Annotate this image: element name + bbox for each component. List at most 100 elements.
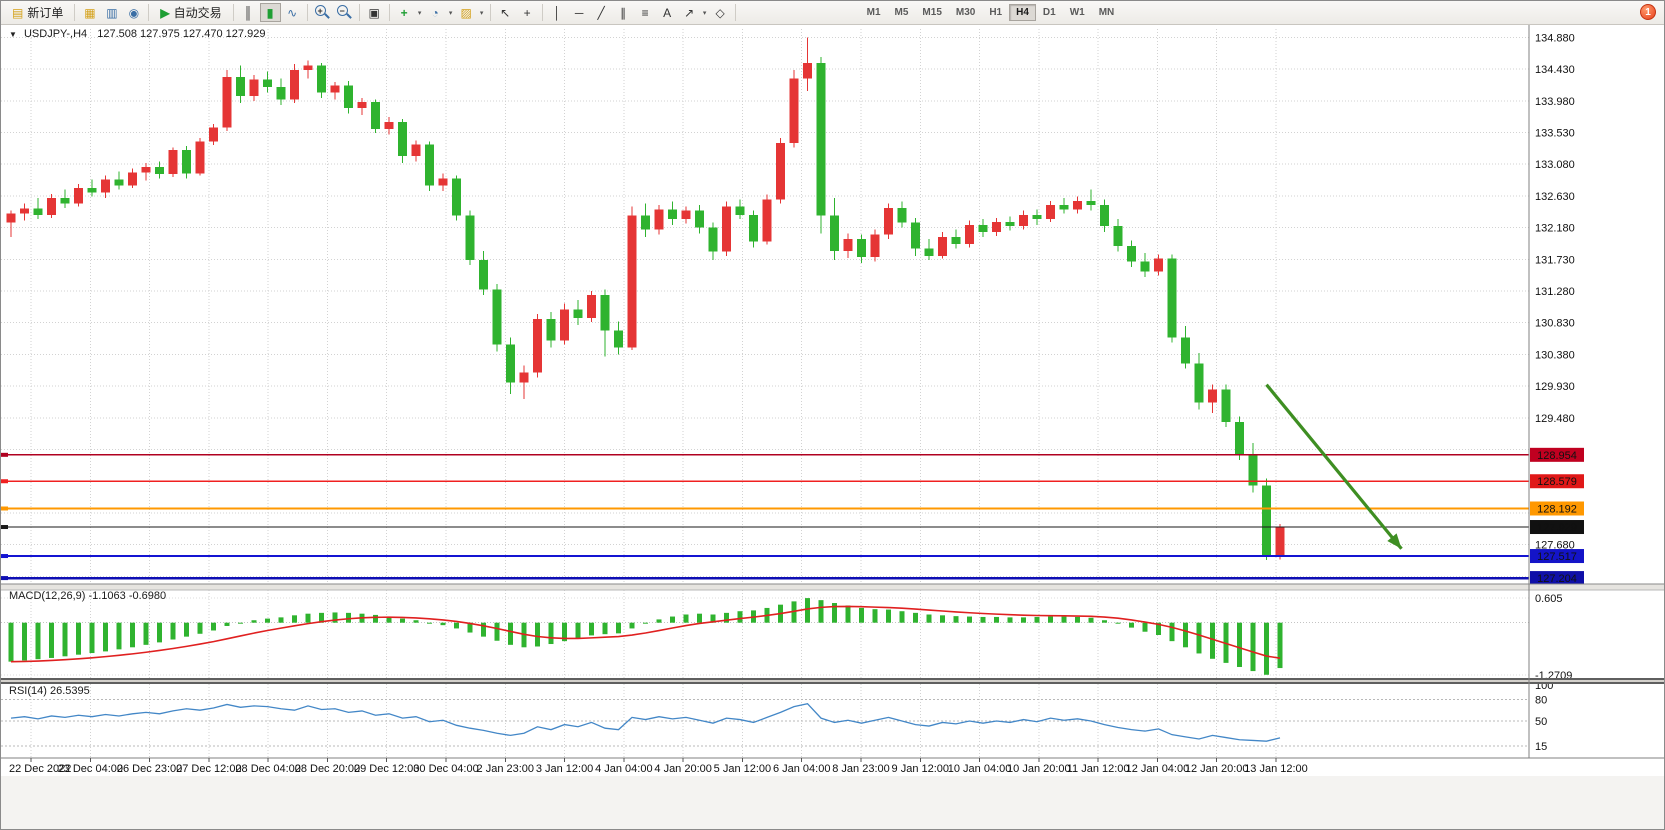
timeframe-M1[interactable]: M1 xyxy=(860,4,888,21)
periods-icon[interactable]: ◔ xyxy=(431,5,439,20)
auto-trading-button[interactable]: ▶ 自动交易 xyxy=(153,3,228,22)
macd-header: MACD(12,26,9) -1.1063 -0.6980 xyxy=(9,590,167,602)
indicators-dropdown-icon[interactable]: ▾ xyxy=(417,9,422,17)
vertical-line-icon[interactable]: │ xyxy=(553,5,561,20)
bar-chart-icon[interactable]: ║ xyxy=(243,5,253,20)
crosshair-icon[interactable]: + xyxy=(523,5,531,20)
vertical-gridlines xyxy=(30,29,1277,757)
candle xyxy=(695,205,704,234)
macd-bar xyxy=(913,612,918,623)
line-chart-icon[interactable]: ∿ xyxy=(287,5,298,20)
timeframe-M30[interactable]: M30 xyxy=(949,4,982,21)
timeframe-M15[interactable]: M15 xyxy=(915,4,948,21)
channel-icon[interactable]: ∥ xyxy=(620,5,627,20)
timeframe-H1[interactable]: H1 xyxy=(982,4,1009,21)
candle xyxy=(546,312,556,348)
macd-bar xyxy=(1156,622,1161,635)
svg-text:128.579: 128.579 xyxy=(1537,476,1577,488)
candle xyxy=(101,175,110,199)
tile-windows-icon[interactable]: ▣ xyxy=(368,5,380,20)
candlestick-chart-icon[interactable]: ▮ xyxy=(259,3,281,22)
svg-text:133.980: 133.980 xyxy=(1535,96,1575,108)
chart-svg[interactable]: 134.880 134.430 133.980 133.530 133.080 132.6… xyxy=(1,24,1665,830)
svg-text:129.480: 129.480 xyxy=(1535,413,1575,425)
profiles-icon[interactable]: ▥ xyxy=(106,5,118,20)
candle xyxy=(951,229,961,249)
macd-bar xyxy=(373,614,378,623)
zoom-in-icon[interactable]: + xyxy=(312,3,333,22)
macd-bar xyxy=(116,622,122,650)
notification-badge[interactable]: 1 xyxy=(1640,4,1656,20)
macd-bar xyxy=(332,612,338,623)
cursor-icon[interactable]: ↖ xyxy=(500,5,511,20)
candle xyxy=(668,201,677,225)
macd-bar xyxy=(1183,622,1188,648)
trend-arrow[interactable] xyxy=(1265,383,1403,550)
timeframe-MN[interactable]: MN xyxy=(1092,4,1122,21)
macd-bar xyxy=(1115,622,1121,624)
toolbar-separator xyxy=(388,4,390,21)
macd-bar xyxy=(643,622,648,624)
svg-text:127.680: 127.680 xyxy=(1535,540,1575,552)
indicators-icon[interactable]: + xyxy=(400,5,408,20)
candle xyxy=(263,71,272,93)
trendline-icon[interactable]: ╱ xyxy=(597,5,605,20)
shapes-icon[interactable]: ◇ xyxy=(715,5,725,20)
periods-dropdown-icon[interactable]: ▾ xyxy=(448,9,453,17)
svg-text:5 Jan 12:00: 5 Jan 12:00 xyxy=(714,763,772,775)
price-line-anchor[interactable] xyxy=(1,506,8,511)
macd-bar xyxy=(683,614,689,623)
toolbar-separator xyxy=(148,4,150,21)
svg-text:3 Jan 12:00: 3 Jan 12:00 xyxy=(536,763,594,775)
candle xyxy=(762,194,772,245)
candle xyxy=(398,119,407,163)
price-line-tag xyxy=(1530,520,1584,535)
timeframe-W1[interactable]: W1 xyxy=(1063,4,1092,21)
templates-icon[interactable]: ▨ xyxy=(460,5,472,20)
price-line-anchor[interactable] xyxy=(1,452,8,457)
macd-bar xyxy=(89,622,95,654)
toolbar-separator xyxy=(489,4,491,21)
candle xyxy=(506,337,515,394)
timeframe-M5[interactable]: M5 xyxy=(888,4,916,21)
timeframe-H4[interactable]: H4 xyxy=(1009,4,1036,21)
candle xyxy=(857,234,866,263)
zoom-out-icon[interactable]: − xyxy=(334,3,355,22)
arrow-tools-icon[interactable]: ↗ xyxy=(684,5,695,20)
toolbar-separator xyxy=(541,4,543,21)
templates-dropdown-icon[interactable]: ▾ xyxy=(479,9,484,17)
svg-text:4 Jan 04:00: 4 Jan 04:00 xyxy=(595,763,653,775)
macd-bar xyxy=(427,622,432,624)
fibonacci-icon[interactable]: ≡ xyxy=(641,5,649,20)
price-line-anchor[interactable] xyxy=(1,525,8,530)
rsi-panel-separator[interactable] xyxy=(1,678,1665,684)
svg-text:128.954: 128.954 xyxy=(1537,450,1577,462)
price-line-tag xyxy=(1530,501,1584,516)
new-order-button[interactable]: ▤ 新订单 xyxy=(5,3,70,22)
navigator-icon[interactable]: ◉ xyxy=(128,5,140,20)
price-line-anchor[interactable] xyxy=(1,576,8,581)
timeframe-D1[interactable]: D1 xyxy=(1036,4,1063,21)
macd-bar xyxy=(670,616,675,623)
auto-trading-label: 自动交易 xyxy=(173,6,222,20)
symbol-period-label: USDJPY-,H4 xyxy=(23,28,88,40)
charts-icon[interactable]: ▦ xyxy=(84,5,96,20)
macd-bar xyxy=(238,622,243,624)
chart-expand-icon[interactable]: ▼ xyxy=(9,30,17,39)
candle xyxy=(1032,209,1042,225)
svg-text:133.080: 133.080 xyxy=(1535,159,1575,171)
macd-bar xyxy=(157,622,162,643)
price-line-anchor[interactable] xyxy=(1,554,8,559)
shapes-dropdown-icon[interactable]: ▾ xyxy=(702,9,707,17)
candle xyxy=(344,81,353,114)
horizontal-line-icon[interactable]: ─ xyxy=(574,5,584,20)
macd-bar xyxy=(413,620,419,623)
chart-canvas[interactable]: 134.880 134.430 133.980 133.530 133.080 132.6… xyxy=(1,24,1665,830)
candle xyxy=(789,69,799,148)
price-line-anchor[interactable] xyxy=(1,479,8,484)
macd-panel-separator[interactable] xyxy=(1,584,1665,590)
rsi-header: RSI(14) 26.5395 xyxy=(9,685,90,697)
text-tool-icon[interactable]: A xyxy=(663,5,672,20)
svg-text:30 Dec 04:00: 30 Dec 04:00 xyxy=(413,763,478,775)
macd-bar xyxy=(1034,616,1040,623)
